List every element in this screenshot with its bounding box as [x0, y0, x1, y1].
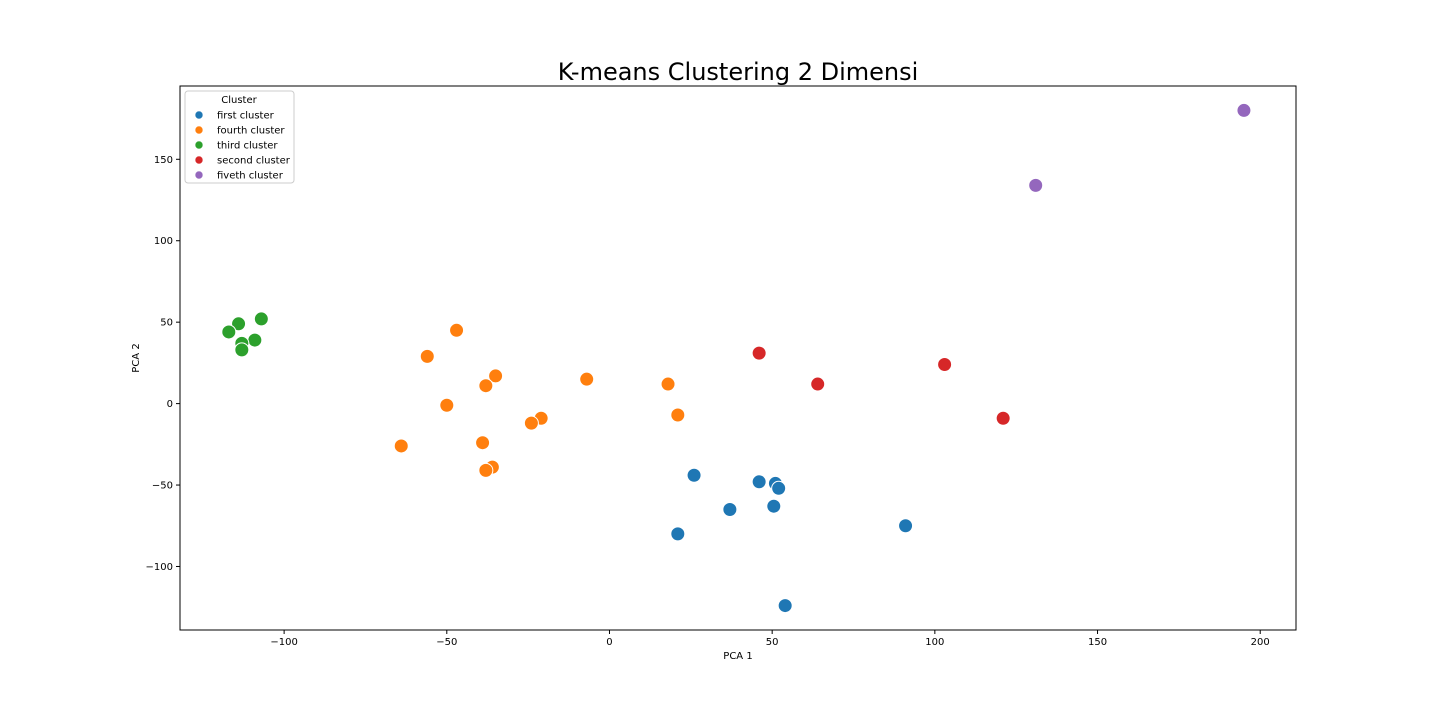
y-axis-ticks: −100 −50 0 50 100 150	[146, 155, 180, 573]
data-point-second-cluster	[937, 357, 953, 373]
y-tick-label: 100	[154, 236, 173, 247]
legend-title: Cluster	[221, 95, 257, 106]
data-point-third-cluster	[234, 342, 250, 358]
plot-area-frame	[179, 85, 1297, 631]
legend-label: fourth cluster	[217, 126, 285, 137]
data-point-second-cluster	[995, 410, 1011, 426]
data-point-fiveth-cluster	[1236, 102, 1252, 118]
data-point-fourth-cluster	[439, 397, 455, 413]
data-point-third-cluster	[253, 311, 269, 327]
data-point-fourth-cluster	[449, 322, 465, 338]
data-point-first-cluster	[898, 518, 914, 534]
legend-label: third cluster	[217, 141, 278, 152]
data-point-third-cluster	[231, 316, 247, 332]
data-point-fourth-cluster	[579, 371, 595, 387]
legend-label: first cluster	[217, 111, 275, 122]
data-point-third-cluster	[221, 324, 237, 340]
y-tick-label: 50	[160, 318, 173, 329]
data-point-fourth-cluster	[488, 368, 504, 384]
data-point-third-cluster	[247, 332, 263, 348]
y-tick-label: −50	[152, 481, 173, 492]
legend-marker	[194, 155, 204, 165]
x-tick-label: −50	[436, 637, 457, 648]
data-point-first-cluster	[722, 501, 738, 517]
legend: Cluster first cluster fourth cluster third…	[184, 90, 295, 184]
data-point-fourth-cluster	[670, 407, 686, 423]
data-point-second-cluster	[810, 376, 826, 392]
x-axis-ticks: −100 −50 0 50 100 150 200	[270, 630, 1270, 648]
legend-label: second cluster	[217, 156, 291, 167]
x-axis-label: PCA 1	[723, 651, 752, 662]
legend-marker	[194, 110, 204, 120]
x-tick-label: 200	[1251, 637, 1270, 648]
chart-title: K-means Clustering 2 Dimensi	[558, 58, 919, 86]
y-tick-label: −100	[146, 562, 173, 573]
x-tick-label: 150	[1088, 637, 1107, 648]
data-point-fourth-cluster	[419, 348, 435, 364]
x-tick-label: 0	[606, 637, 612, 648]
data-point-first-cluster	[670, 526, 686, 542]
x-tick-label: 50	[766, 637, 779, 648]
data-point-fourth-cluster	[660, 376, 676, 392]
data-point-fourth-cluster	[478, 378, 494, 394]
legend-marker	[194, 170, 204, 180]
data-point-second-cluster	[751, 345, 767, 361]
legend-marker	[194, 140, 204, 150]
data-point-fiveth-cluster	[1028, 177, 1044, 193]
y-axis-label: PCA 2	[131, 343, 142, 372]
legend-box	[184, 90, 295, 184]
y-tick-label: 0	[167, 399, 173, 410]
data-point-first-cluster	[771, 480, 787, 496]
legend-items: first cluster fourth cluster third cluster…	[194, 110, 291, 182]
data-point-first-cluster	[751, 474, 767, 490]
data-point-fourth-cluster	[523, 415, 539, 431]
legend-label: fiveth cluster	[217, 171, 284, 182]
data-point-fourth-cluster	[475, 435, 491, 451]
data-point-fourth-cluster	[478, 462, 494, 478]
data-point-fourth-cluster	[393, 438, 409, 454]
data-point-first-cluster	[777, 598, 793, 614]
data-points	[221, 102, 1252, 614]
legend-marker	[194, 125, 204, 135]
y-tick-label: 150	[154, 155, 173, 166]
x-tick-label: −100	[270, 637, 297, 648]
data-point-first-cluster	[766, 498, 782, 514]
data-point-first-cluster	[686, 467, 702, 483]
x-tick-label: 100	[925, 637, 944, 648]
